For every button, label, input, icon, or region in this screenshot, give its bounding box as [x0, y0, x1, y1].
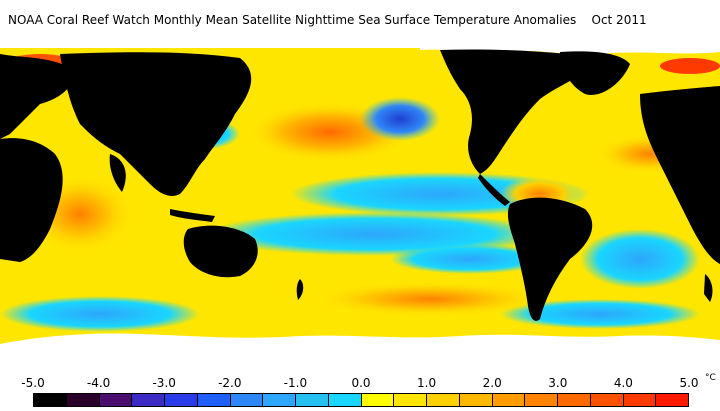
madagascar-land	[704, 274, 713, 302]
indonesia-land	[170, 209, 215, 222]
sst-anomaly-map	[0, 44, 720, 368]
colorbar-labels: -5.0 -4.0 -3.0 -2.0 -1.0 0.0 1.0 2.0 3.0 4.0 5.0 °C	[0, 373, 720, 392]
colorbar-swatch	[296, 394, 329, 406]
colorbar-swatch	[525, 394, 558, 406]
land-masses	[0, 49, 720, 321]
new-zealand-land	[296, 279, 304, 300]
africa-land	[0, 138, 63, 262]
colorbar-swatch	[99, 394, 133, 406]
greenland-land	[560, 51, 630, 95]
antarctic-ice	[0, 333, 720, 368]
colorbar-tick-label: -4.0	[86, 376, 111, 390]
colorbar	[33, 393, 689, 407]
colorbar-swatch	[590, 394, 624, 406]
colorbar-swatch	[328, 394, 362, 406]
arctic-ice	[0, 44, 720, 55]
colorbar-tick-label: -3.0	[152, 376, 176, 390]
colorbar-tick-label: 2.0	[482, 376, 502, 390]
colorbar-swatch	[263, 394, 296, 406]
colorbar-tick-label: 1.0	[417, 376, 437, 390]
colorbar-swatch	[230, 394, 264, 406]
colorbar-tick-label: -5.0	[21, 376, 45, 390]
colorbar-tick-label: 3.0	[548, 376, 568, 390]
colorbar-swatch	[66, 394, 100, 406]
india-land	[109, 154, 126, 192]
colorbar-swatch	[459, 394, 493, 406]
asia-land	[60, 52, 252, 196]
colorbar-swatch	[165, 394, 198, 406]
colorbar-tick-label: 5.0	[679, 376, 699, 390]
central-america-land	[478, 174, 510, 206]
map-canvas	[0, 44, 720, 368]
eurasia-west-land	[0, 54, 73, 139]
australia-land	[183, 225, 258, 278]
colorbar-swatch	[132, 394, 165, 406]
colorbar-swatch	[427, 394, 460, 406]
colorbar-swatch	[394, 394, 427, 406]
colorbar-swatch	[197, 394, 231, 406]
colorbar-swatch	[558, 394, 591, 406]
colorbar-tick-label: -2.0	[218, 376, 242, 390]
colorbar-swatch	[656, 394, 688, 406]
north-america-land	[440, 49, 600, 175]
south-america-land	[507, 197, 593, 321]
colorbar-tick-label: 4.0	[613, 376, 633, 390]
colorbar-tick-label: 0.0	[351, 376, 371, 390]
colorbar-swatch	[623, 394, 657, 406]
colorbar-tick-label: -1.0	[283, 376, 308, 390]
europe-africa-east-land	[640, 86, 720, 264]
colorbar-swatch	[361, 394, 395, 406]
map-title: NOAA Coral Reef Watch Monthly Mean Satel…	[8, 13, 647, 27]
colorbar-swatch	[34, 394, 67, 406]
colorbar-unit-label: °C	[705, 373, 716, 383]
colorbar-swatch	[492, 394, 526, 406]
